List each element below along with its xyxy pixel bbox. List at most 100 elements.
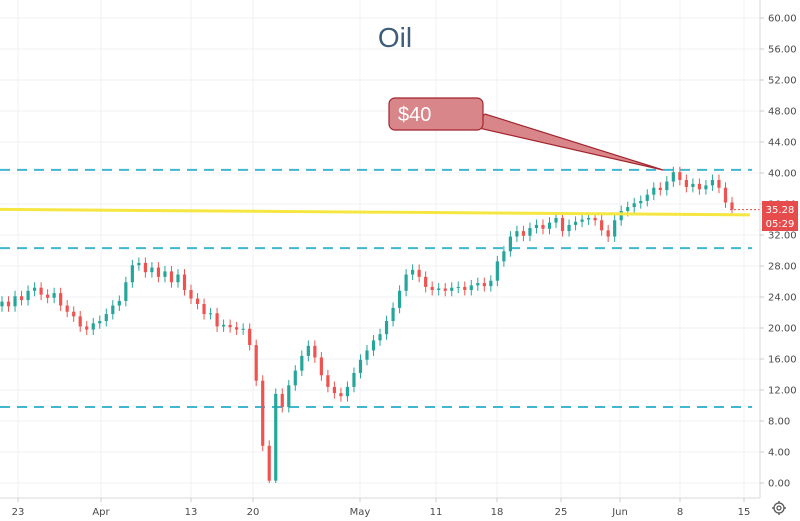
candle (222, 319, 226, 332)
candle (143, 257, 147, 278)
candle (91, 317, 95, 335)
candle (704, 179, 708, 195)
candle (65, 300, 69, 318)
candle (691, 178, 695, 193)
candle (521, 225, 526, 242)
candle (469, 279, 473, 296)
x-axis: 23 Apr 13 20 May 11 18 25 Jun 8 15 (0, 497, 760, 518)
candle (235, 321, 239, 335)
candle (684, 174, 688, 193)
candle (287, 379, 291, 413)
candle (632, 197, 636, 213)
candle (697, 178, 702, 195)
y-tick-label: 56.00 (768, 45, 797, 56)
x-tick-label: Apr (92, 507, 110, 518)
candle (137, 257, 141, 271)
candle (352, 367, 356, 393)
y-tick-label: 60.00 (768, 14, 797, 25)
candle (541, 219, 545, 235)
x-tick-label: Jun (611, 507, 628, 518)
candle (241, 323, 245, 335)
x-tick-label: 13 (185, 507, 198, 518)
candle (534, 219, 539, 234)
x-tick-label: 25 (555, 507, 568, 518)
candle (397, 285, 402, 314)
y-tick-label: 32.00 (768, 231, 797, 242)
candle (169, 266, 174, 288)
y-tick-label: 20.00 (768, 324, 797, 335)
x-tick-label: 8 (677, 507, 683, 518)
candle (345, 381, 350, 402)
candle (156, 262, 161, 283)
candle (384, 315, 389, 340)
candle (482, 277, 486, 292)
y-tick-label: 44.00 (768, 138, 797, 149)
candle (39, 282, 43, 301)
candle (567, 219, 571, 237)
callout-box (388, 97, 484, 131)
candle (404, 269, 408, 297)
candle (489, 275, 493, 292)
y-tick-label: 24.00 (768, 293, 797, 304)
candle (117, 295, 121, 311)
candle (313, 340, 317, 363)
candle (515, 225, 519, 242)
x-tick-label: 15 (738, 507, 751, 518)
candle (476, 277, 480, 291)
candle (508, 231, 512, 257)
candle (450, 282, 454, 297)
y-axis: 60.0056.0052.0048.0044.0040.0036.0032.00… (759, 0, 797, 498)
settings-icon[interactable] (772, 501, 786, 515)
trend-line (0, 207, 760, 217)
candle (365, 345, 369, 366)
candle (176, 269, 180, 288)
candle (723, 182, 728, 208)
candle (59, 287, 63, 311)
candle (182, 269, 187, 296)
candle (358, 354, 363, 379)
x-tick-label: 11 (430, 507, 443, 518)
candle (658, 182, 662, 196)
candle (547, 217, 552, 235)
x-tick-label: 23 (12, 507, 25, 518)
candle (104, 308, 108, 327)
y-tick-label: 48.00 (768, 107, 797, 118)
candle (424, 271, 428, 293)
candle (0, 296, 4, 312)
candle (717, 174, 721, 194)
candle (639, 195, 643, 209)
candle (430, 281, 434, 296)
y-tick-label: 52.00 (768, 76, 797, 87)
candle (72, 306, 76, 322)
y-tick-label: 12.00 (768, 386, 797, 397)
candle (208, 307, 213, 320)
candle (124, 276, 128, 307)
candle (619, 205, 623, 226)
candle (495, 255, 499, 287)
countdown-label: 05:29 (766, 219, 795, 230)
candle (319, 352, 323, 381)
candle (502, 245, 506, 267)
x-tick-label: 18 (491, 507, 504, 518)
candle (613, 214, 617, 242)
candle (293, 365, 297, 391)
horizontal-levels (0, 168, 752, 409)
candle (456, 281, 460, 294)
candle (261, 375, 265, 452)
candle (391, 302, 395, 327)
y-tick-label: 4.00 (768, 448, 790, 459)
candle (710, 174, 715, 191)
price-callout: $40 (388, 97, 664, 171)
y-tick-label: 16.00 (768, 355, 797, 366)
candles (0, 166, 734, 483)
y-tick-label: 28.00 (768, 262, 797, 273)
candle (111, 300, 115, 320)
candle (195, 293, 200, 310)
candle (606, 224, 610, 242)
candle (19, 290, 24, 306)
candle (554, 212, 558, 229)
candle (443, 283, 447, 297)
candle (215, 307, 219, 332)
candle (417, 264, 421, 283)
